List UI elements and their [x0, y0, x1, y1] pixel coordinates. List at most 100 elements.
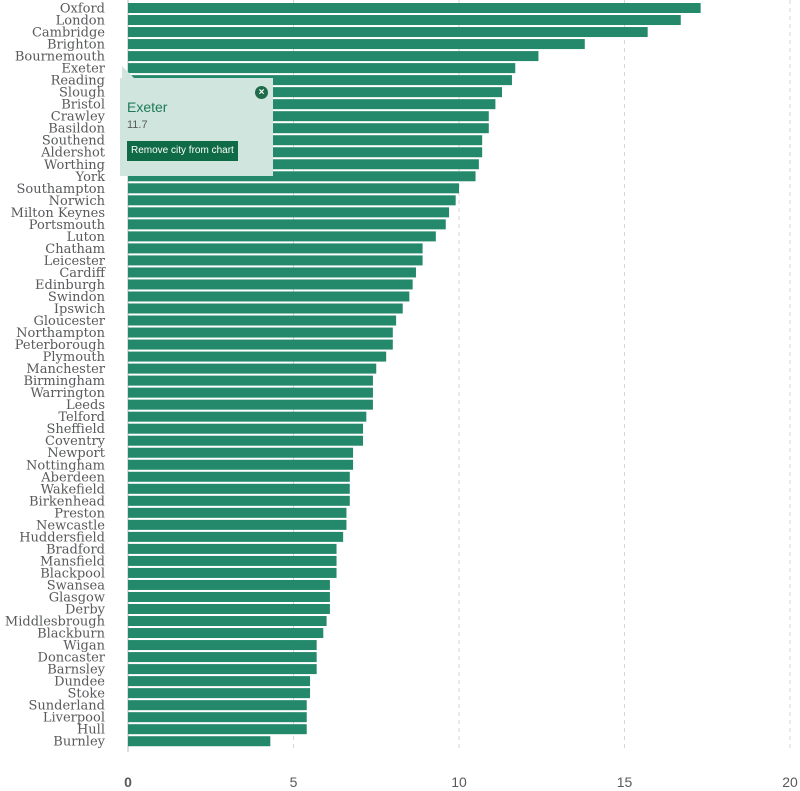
category-label: Manchester — [26, 362, 105, 377]
bar-hull[interactable] — [128, 724, 307, 735]
bar-manchester[interactable] — [128, 363, 377, 374]
bar-portsmouth[interactable] — [128, 219, 446, 230]
category-label: Milton Keynes — [11, 206, 105, 221]
bar-peterborough[interactable] — [128, 339, 393, 350]
bar-burnley[interactable] — [128, 736, 271, 747]
category-label: Southampton — [16, 182, 105, 197]
bar-dundee[interactable] — [128, 676, 311, 687]
bar-southampton[interactable] — [128, 183, 459, 194]
category-label: Swansea — [47, 578, 106, 593]
category-label: Brighton — [47, 38, 106, 53]
category-label: Dundee — [54, 675, 105, 690]
bar-slough[interactable] — [128, 87, 503, 98]
bar-southend[interactable] — [128, 135, 483, 146]
bar-aldershot[interactable] — [128, 147, 483, 158]
x-tick-label: 0 — [124, 774, 132, 790]
category-label: Sunderland — [29, 699, 105, 714]
category-label: Birkenhead — [29, 494, 105, 509]
bar-edinburgh[interactable] — [128, 279, 413, 290]
bar-wigan[interactable] — [128, 640, 317, 651]
bar-middlesbrough[interactable] — [128, 616, 327, 627]
category-label: Leeds — [66, 398, 105, 413]
category-label: Wigan — [63, 639, 105, 654]
category-label: Blackburn — [37, 627, 106, 642]
bar-preston[interactable] — [128, 507, 347, 518]
category-label: Preston — [54, 506, 105, 521]
category-label: Hull — [77, 723, 105, 738]
category-label: Aldershot — [40, 146, 106, 161]
bar-milton-keynes[interactable] — [128, 207, 450, 218]
category-label: Southend — [42, 134, 105, 149]
bar-luton[interactable] — [128, 231, 436, 242]
bar-norwich[interactable] — [128, 195, 456, 206]
category-label: Bradford — [46, 542, 105, 557]
bar-worthing[interactable] — [128, 159, 479, 170]
bar-sheffield[interactable] — [128, 423, 364, 434]
bar-stoke[interactable] — [128, 688, 311, 699]
bar-bournemouth[interactable] — [128, 51, 539, 62]
bar-swansea[interactable] — [128, 579, 330, 590]
bar-northampton[interactable] — [128, 327, 393, 338]
category-label: Ipswich — [54, 302, 106, 317]
bar-london[interactable] — [128, 15, 681, 26]
bar-aberdeen[interactable] — [128, 471, 350, 482]
category-label: Wakefield — [41, 482, 105, 497]
bar-huddersfield[interactable] — [128, 531, 344, 542]
category-label: Coventry — [45, 434, 106, 449]
bar-gloucester[interactable] — [128, 315, 397, 326]
bar-exeter[interactable] — [128, 63, 516, 74]
bar-birmingham[interactable] — [128, 375, 373, 386]
bar-oxford[interactable] — [128, 3, 701, 13]
bar-swindon[interactable] — [128, 291, 410, 302]
bar-coventry[interactable] — [128, 435, 364, 446]
tooltip-value: 11.7 — [127, 119, 148, 131]
bar-basildon[interactable] — [128, 123, 489, 134]
bar-derby[interactable] — [128, 604, 330, 614]
bar-bradford[interactable] — [128, 543, 337, 554]
bar-ipswich[interactable] — [128, 303, 403, 314]
category-label: Glasgow — [49, 590, 105, 605]
bar-crawley[interactable] — [128, 111, 489, 122]
bar-mansfield[interactable] — [128, 555, 337, 566]
bar-plymouth[interactable] — [128, 351, 387, 362]
bar-leicester[interactable] — [128, 255, 423, 266]
bar-blackpool[interactable] — [128, 567, 337, 578]
bar-barnsley[interactable] — [128, 664, 317, 675]
bar-wakefield[interactable] — [128, 483, 350, 494]
tooltip-city-name: Exeter — [127, 99, 168, 115]
category-label: Gloucester — [33, 314, 105, 329]
bar-brighton[interactable] — [128, 39, 585, 50]
x-tick-label: 5 — [290, 774, 298, 790]
bar-birkenhead[interactable] — [128, 495, 350, 506]
bar-blackburn[interactable] — [128, 628, 324, 639]
remove-city-button[interactable]: Remove city from chart — [127, 141, 238, 161]
bar-reading[interactable] — [128, 75, 512, 86]
category-label: Edinburgh — [35, 278, 106, 293]
bar-doncaster[interactable] — [128, 652, 317, 663]
bar-glasgow[interactable] — [128, 591, 330, 602]
bar-york[interactable] — [128, 171, 476, 182]
category-label: Blackpool — [40, 566, 105, 581]
bar-telford[interactable] — [128, 411, 367, 422]
bar-leeds[interactable] — [128, 399, 373, 410]
category-label: Huddersfield — [19, 530, 105, 545]
bar-sunderland[interactable] — [128, 700, 307, 711]
bar-newcastle[interactable] — [128, 519, 347, 530]
close-icon[interactable]: × — [255, 86, 268, 99]
bar-newport[interactable] — [128, 447, 354, 458]
bar-bristol[interactable] — [128, 99, 496, 110]
bar-chatham[interactable] — [128, 243, 423, 254]
bar-liverpool[interactable] — [128, 712, 307, 723]
category-label: Norwich — [49, 194, 106, 209]
bar-cardiff[interactable] — [128, 267, 416, 278]
category-label: Crawley — [51, 110, 106, 125]
bar-warrington[interactable] — [128, 387, 373, 398]
category-label: Chatham — [45, 242, 105, 257]
category-label: Doncaster — [38, 651, 106, 666]
bar-nottingham[interactable] — [128, 459, 354, 470]
bar-cambridge[interactable] — [128, 27, 648, 38]
x-tick-label: 10 — [451, 774, 467, 790]
category-label: Swindon — [48, 290, 106, 305]
